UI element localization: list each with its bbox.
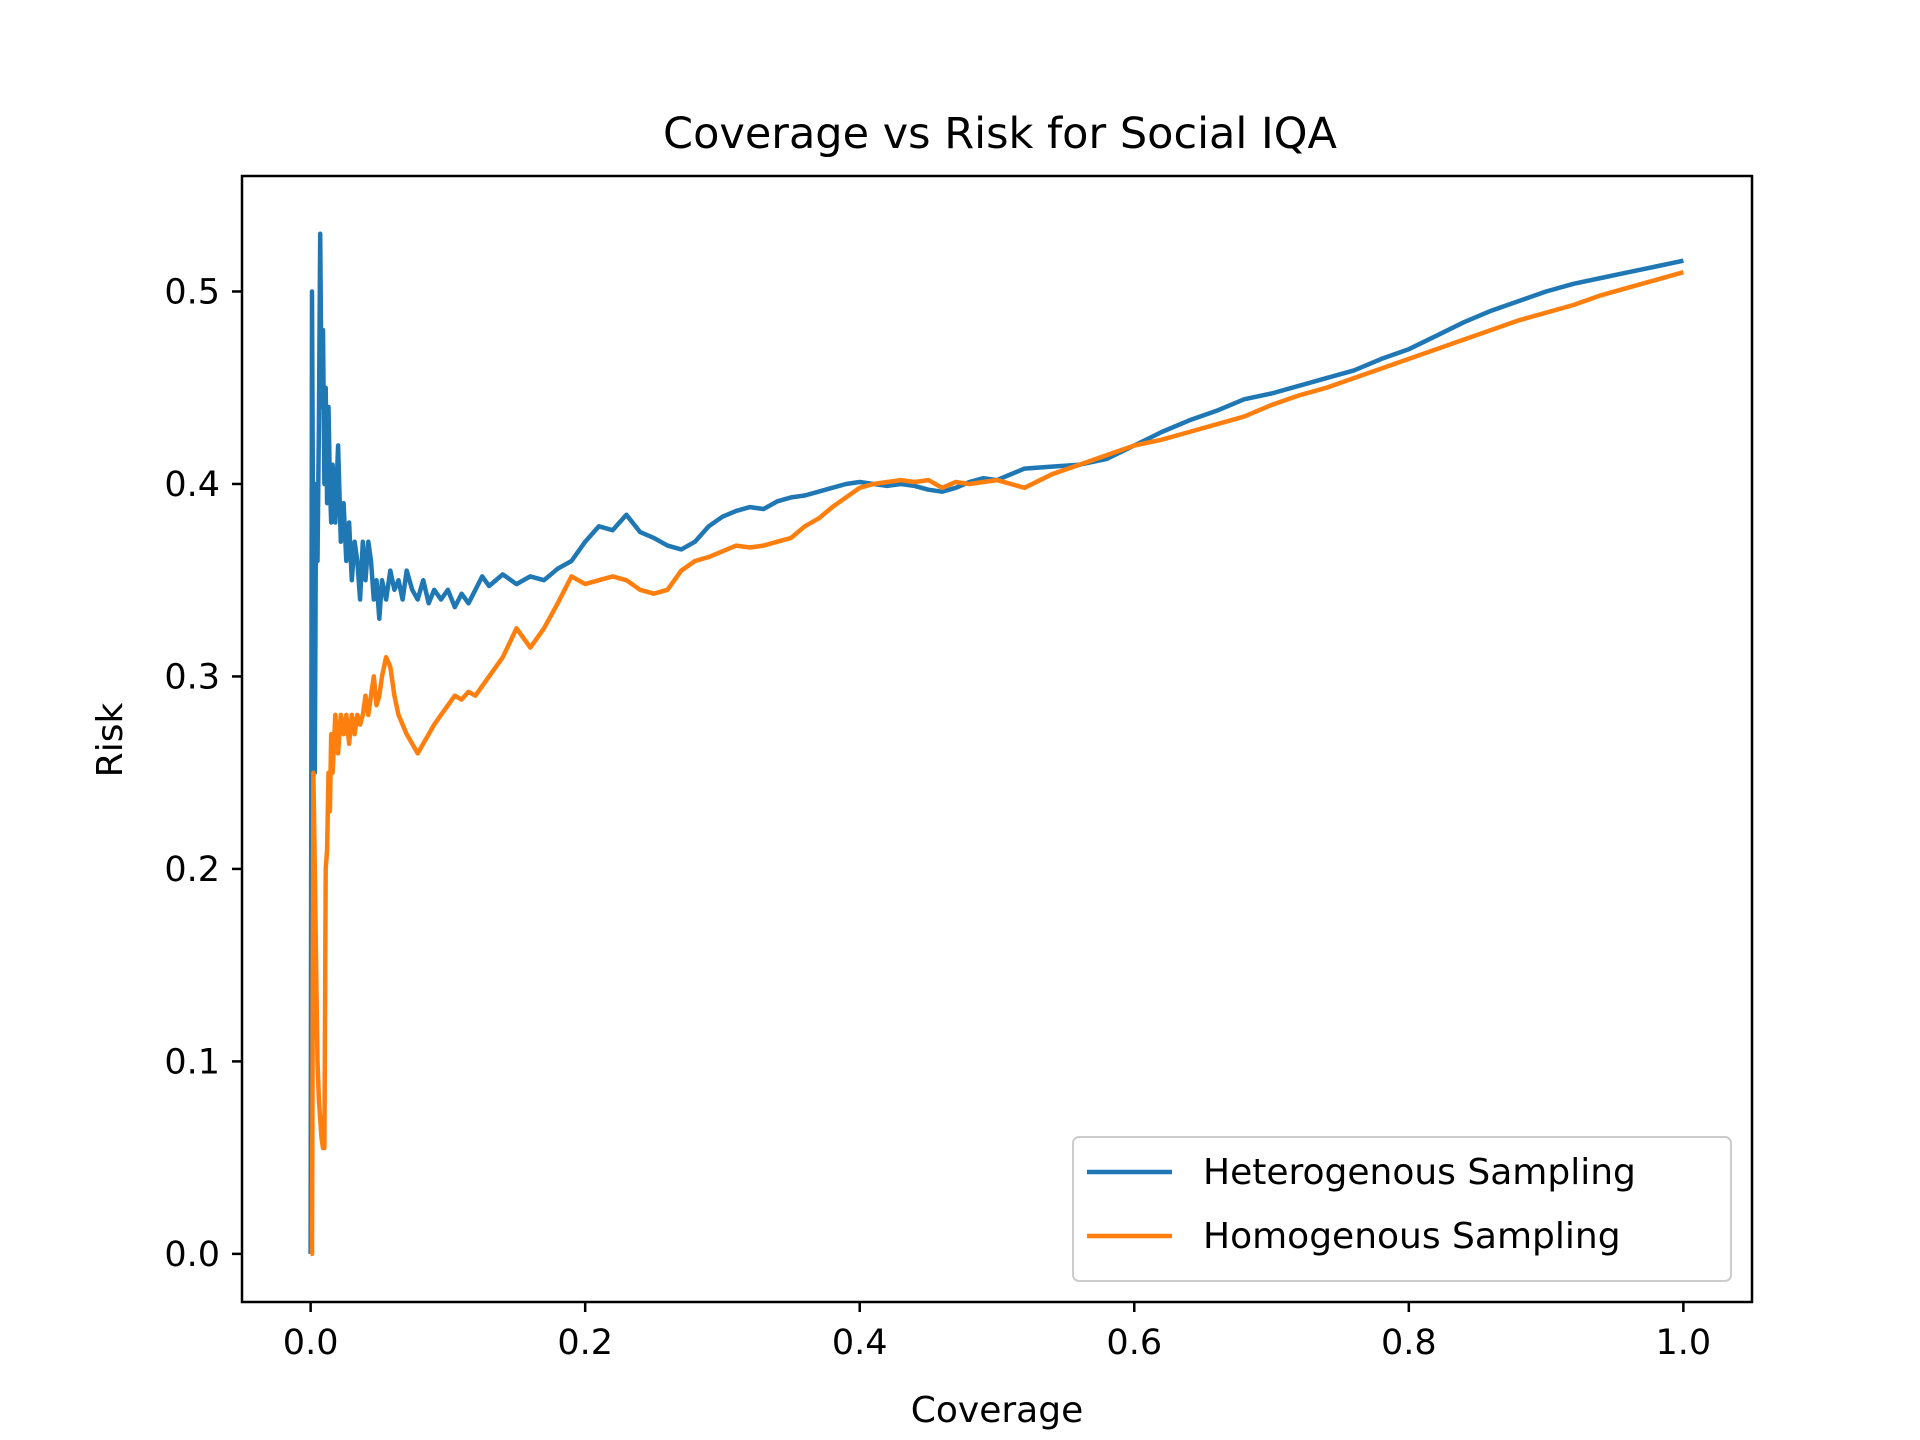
x-axis-label: Coverage: [911, 1390, 1083, 1431]
x-axis: 0.0 0.2 0.4 0.6 0.8 1.0: [283, 1302, 1711, 1363]
legend-box: [1072, 1136, 1732, 1282]
legend: Heterogenous Sampling Homogenous Samplin…: [1072, 1136, 1732, 1282]
series-line-homogenous: [309, 270, 1685, 1257]
y-tick-label: 0.1: [164, 1042, 220, 1082]
x-tick-label: 0.8: [1381, 1323, 1437, 1363]
y-tick-label: 0.0: [164, 1235, 220, 1275]
x-tick-label: 0.4: [832, 1323, 888, 1363]
legend-label-heterogenous: Heterogenous Sampling: [1203, 1152, 1636, 1193]
y-axis: 0.0 0.1 0.2 0.3 0.4 0.5: [164, 272, 242, 1275]
plot-frame: [240, 174, 1754, 1304]
y-tick-label: 0.4: [164, 465, 220, 505]
x-tick-label: 1.0: [1656, 1323, 1712, 1363]
legend-label-homogenous: Homogenous Sampling: [1203, 1216, 1621, 1257]
y-tick-label: 0.2: [164, 850, 220, 890]
chart-title: Coverage vs Risk for Social IQA: [663, 109, 1337, 159]
x-tick-label: 0.6: [1106, 1323, 1162, 1363]
y-tick-label: 0.3: [164, 657, 220, 697]
y-tick-label: 0.5: [164, 272, 220, 312]
x-tick-label: 0.2: [557, 1323, 613, 1363]
y-axis-label: Risk: [90, 703, 131, 778]
series-layer: [308, 231, 1685, 1257]
series-line-heterogenous: [308, 231, 1684, 1254]
x-tick-label: 0.0: [283, 1323, 339, 1363]
